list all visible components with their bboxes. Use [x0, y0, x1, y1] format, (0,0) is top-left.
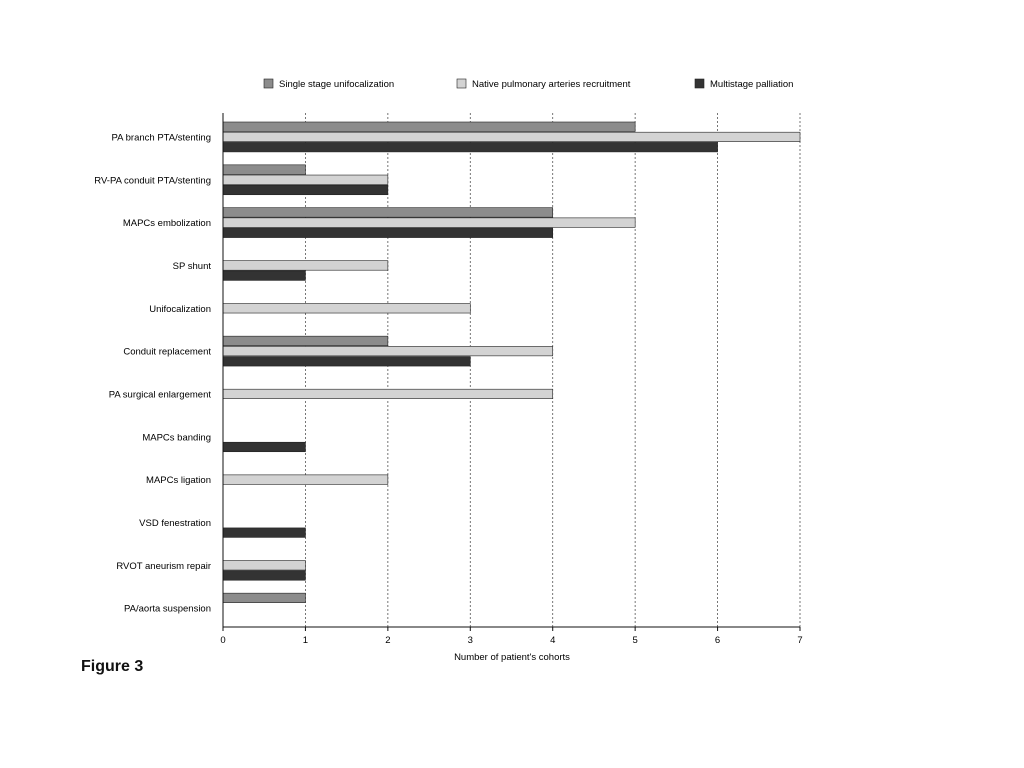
category-label: VSD fenestration [139, 518, 211, 529]
category-label: PA branch PTA/stenting [112, 132, 211, 143]
x-axis-label: Number of patient's cohorts [454, 652, 570, 663]
bar [222, 356, 471, 367]
bar [222, 570, 306, 581]
bar [222, 164, 306, 175]
category-label: MAPCs embolization [123, 218, 211, 229]
bar [222, 527, 306, 538]
bar [222, 560, 306, 571]
bar [222, 174, 389, 185]
category-label: PA/aorta suspension [124, 604, 211, 615]
x-tick-label: 3 [468, 635, 473, 646]
x-tick-label: 6 [715, 635, 720, 646]
category-label: RVOT aneurism repair [116, 561, 211, 572]
category-label: Unifocalization [149, 304, 211, 315]
category-labels: PA branch PTA/stenting RV-PA conduit PTA/… [94, 132, 211, 614]
bar [222, 474, 389, 485]
x-tick-label: 5 [632, 635, 637, 646]
bar [222, 335, 389, 346]
bar [222, 270, 306, 281]
x-tick-label: 1 [303, 635, 308, 646]
axes: 0 1 2 3 4 5 6 7 [220, 113, 803, 646]
figure-label: Figure 3 [81, 658, 144, 675]
category-label: MAPCs ligation [146, 475, 211, 486]
category-label: MAPCs banding [142, 432, 211, 443]
legend-label: Multistage palliation [710, 79, 793, 90]
category-label: Conduit replacement [123, 347, 211, 358]
x-tick-label: 0 [220, 635, 225, 646]
bar [222, 260, 389, 271]
category-label: SP shunt [173, 261, 212, 272]
bar [222, 346, 554, 357]
legend: Single stage unifocalization Native pulmo… [263, 78, 793, 90]
bar [222, 217, 636, 228]
bar [222, 388, 554, 400]
bar [222, 207, 554, 218]
bar [222, 184, 389, 196]
grid-lines [305, 113, 801, 627]
legend-label: Native pulmonary arteries recruitment [472, 79, 631, 90]
category-label: RV-PA conduit PTA/stenting [94, 175, 211, 186]
category-label: PA surgical enlargement [109, 389, 212, 400]
bars [222, 121, 801, 603]
legend-swatch [456, 78, 467, 89]
legend-swatch [263, 78, 274, 89]
bar [222, 142, 718, 153]
bar [222, 303, 471, 314]
bar [222, 592, 306, 603]
bar [222, 121, 636, 132]
bar [222, 441, 306, 453]
x-tick-label: 2 [385, 635, 390, 646]
legend-label: Single stage unifocalization [279, 79, 394, 90]
legend-swatch [694, 78, 705, 89]
x-tick-label: 7 [797, 635, 802, 646]
bar [222, 131, 801, 142]
x-tick-label: 4 [550, 635, 555, 646]
bar [222, 227, 554, 238]
